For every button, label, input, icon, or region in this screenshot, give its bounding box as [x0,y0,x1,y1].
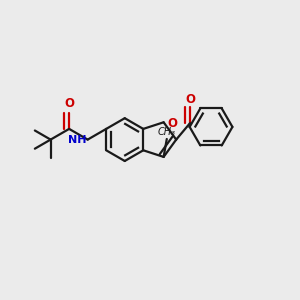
Text: NH: NH [68,135,86,145]
Text: O: O [186,93,196,106]
Text: O: O [167,117,177,130]
Text: CH₃: CH₃ [158,127,176,136]
Text: O: O [64,98,74,110]
